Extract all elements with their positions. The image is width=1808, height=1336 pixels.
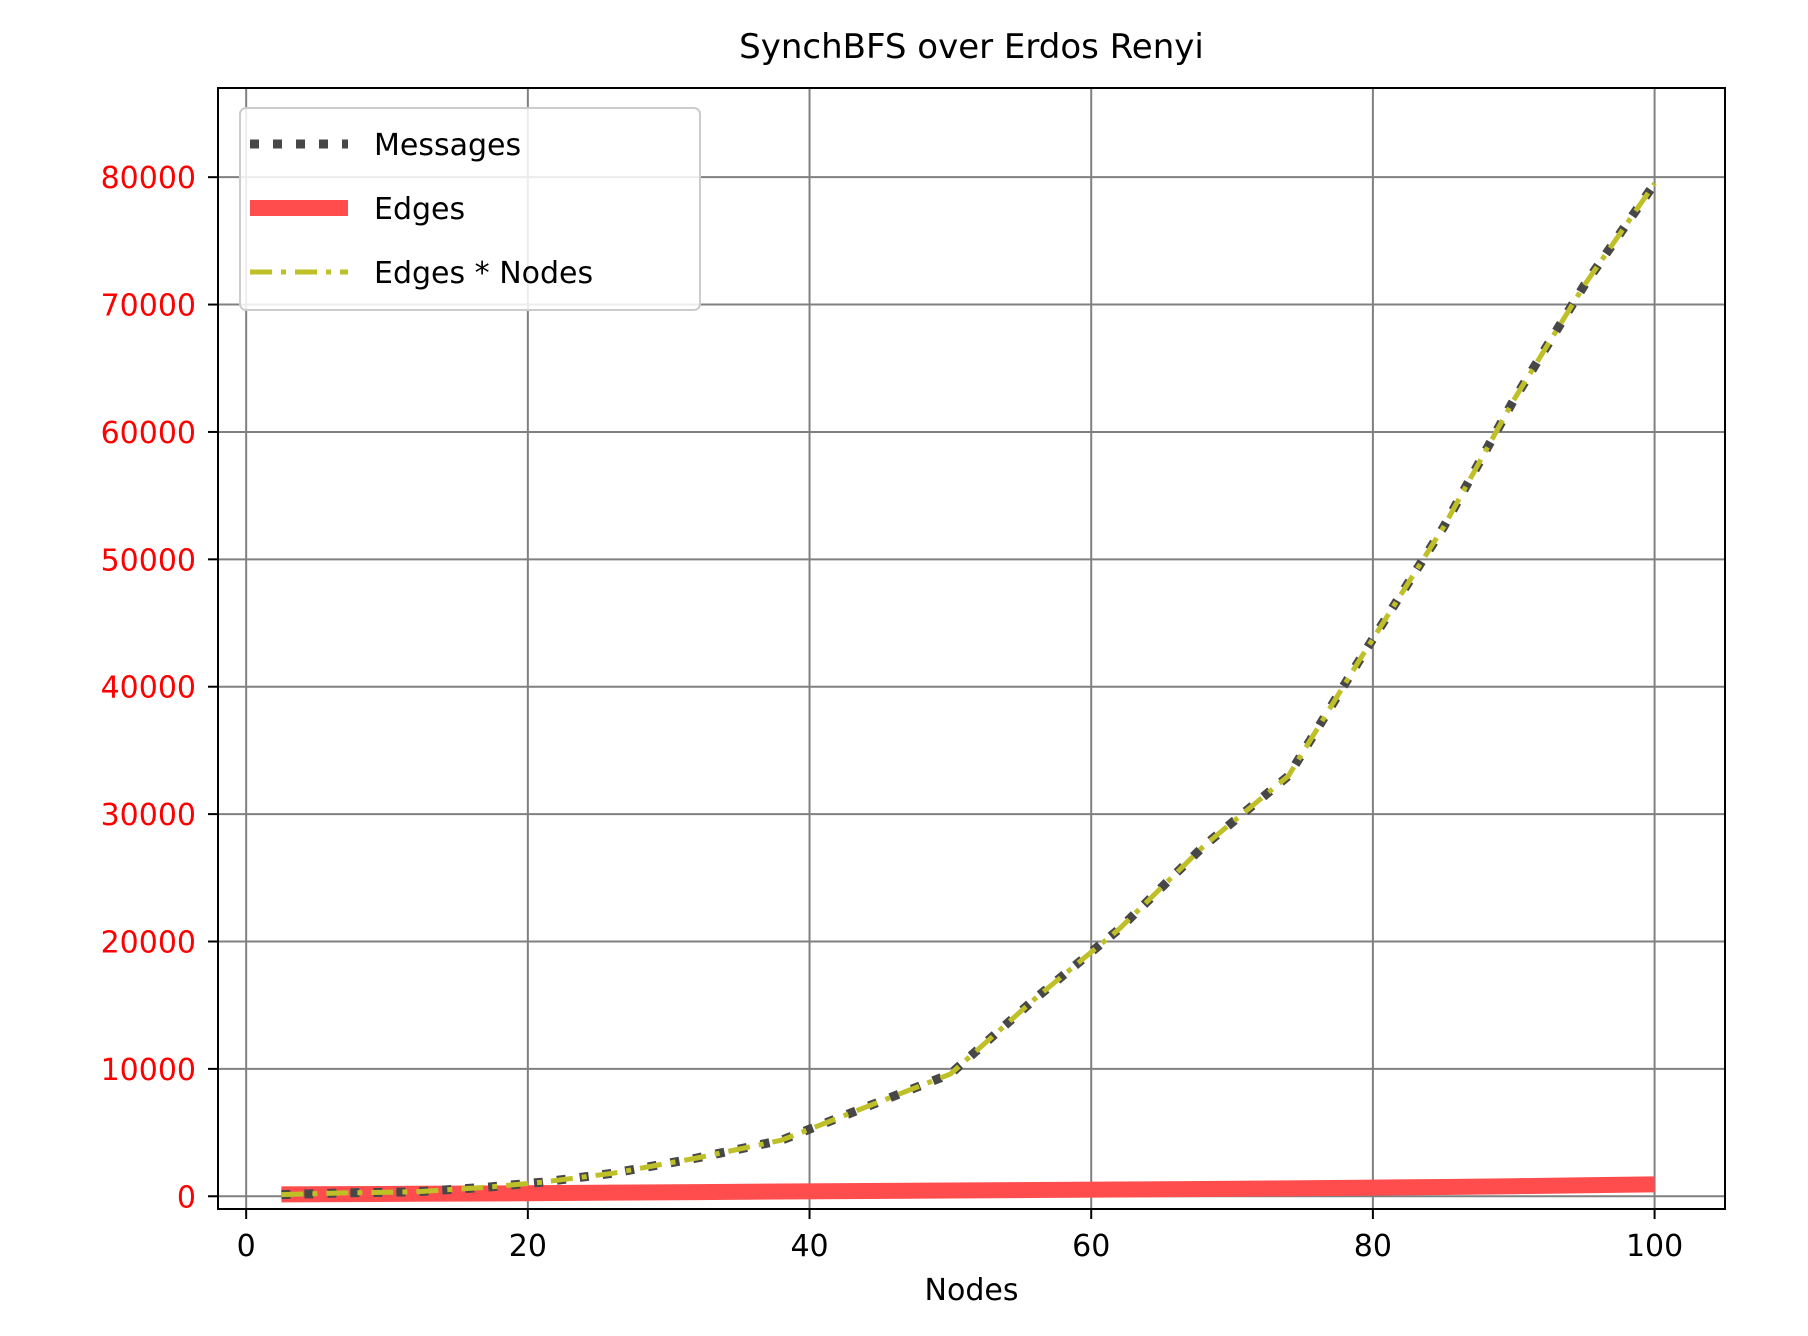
series-lines <box>281 180 1659 1203</box>
y-tick-label: 50000 <box>101 543 196 578</box>
x-tick-label: 60 <box>1072 1229 1110 1264</box>
x-tick-label: 100 <box>1626 1229 1683 1264</box>
series-line-edges-nodes <box>281 182 1657 1198</box>
x-tick-label: 0 <box>237 1229 256 1264</box>
x-tick-label: 40 <box>790 1229 828 1264</box>
y-tick-label: 80000 <box>101 161 196 196</box>
y-tick-label: 60000 <box>101 416 196 451</box>
grid <box>218 88 1725 1209</box>
legend-label: Messages <box>374 128 521 163</box>
y-tick-label: 0 <box>177 1180 196 1215</box>
series-line-edges <box>281 1176 1655 1203</box>
y-tick-label: 40000 <box>101 671 196 706</box>
legend-box <box>239 107 701 311</box>
x-axis-label: Nodes <box>925 1273 1019 1308</box>
legend-label: Edges * Nodes <box>374 256 593 291</box>
chart-title: SynchBFS over Erdos Renyi <box>739 27 1204 67</box>
x-tick-label: 20 <box>509 1229 547 1264</box>
y-tick-label: 30000 <box>101 798 196 833</box>
y-tick-label: 20000 <box>101 925 196 960</box>
axis-ticks: 0 20 40 60 80 100 0 10000 20000 30000 40000 50000 60… <box>101 161 1684 1264</box>
legend-label: Edges <box>374 192 465 227</box>
legend: Messages Edges Edges * Nodes <box>239 107 701 311</box>
y-tick-label: 70000 <box>101 289 196 324</box>
axes-frame <box>217 87 1726 1210</box>
y-tick-label: 10000 <box>101 1053 196 1088</box>
x-tick-label: 80 <box>1354 1229 1392 1264</box>
